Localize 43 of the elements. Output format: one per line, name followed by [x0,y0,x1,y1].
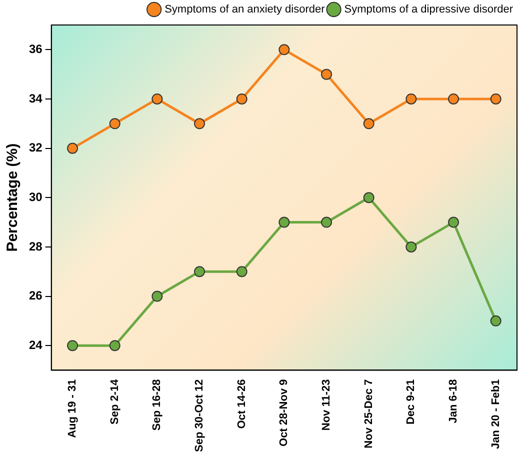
point [321,216,332,228]
y-tick-label: 30 [28,190,43,204]
x-tick-label: Oct 14-26 [236,379,248,429]
point [109,340,120,352]
x-tick-label: Sep 2-14 [108,378,121,424]
point [194,118,206,130]
point [490,93,502,104]
legend-label: Symptoms of an anxiety disorder [164,4,326,16]
y-tick-label: 28 [28,239,43,254]
point [363,118,374,130]
point [490,315,502,326]
point [194,266,206,278]
x-tick-label: Aug 19 - 31 [66,379,79,438]
point [321,68,332,80]
point [152,290,163,302]
y-tick-label: 26 [28,288,43,303]
point [109,118,120,130]
x-tick-label: Sep 16-28 [151,379,164,431]
point [236,266,248,278]
y-tick-label: 24 [28,338,43,352]
point [152,93,163,104]
point [67,142,78,154]
point [406,241,417,252]
y-tick-label: 36 [28,42,43,56]
x-tick-label: Oct 28-Nov 9 [278,379,290,446]
x-tick-label: Jan 20 - Feb1 [490,379,502,449]
x-tick-label: Nov 25-Dec 7 [362,379,375,448]
x-tick-label: Jan 6-18 [448,379,460,424]
x-tick-label: Dec 9-21 [405,379,418,425]
x-tick-label: Sep 30-Oct 12 [194,379,206,452]
point [236,93,248,104]
point [278,216,290,228]
point [67,340,78,352]
point [406,93,417,104]
point [278,44,290,56]
point [448,216,459,228]
point [448,93,459,104]
y-tick-label: 34 [28,91,43,106]
x-tick-label: Nov 11-23 [320,379,333,431]
y-tick-label: 32 [28,140,43,155]
legend-label: Symptoms of a dipressive disorder [344,4,514,16]
y-axis-title: Percentage (%) [4,143,22,252]
point [363,192,374,204]
